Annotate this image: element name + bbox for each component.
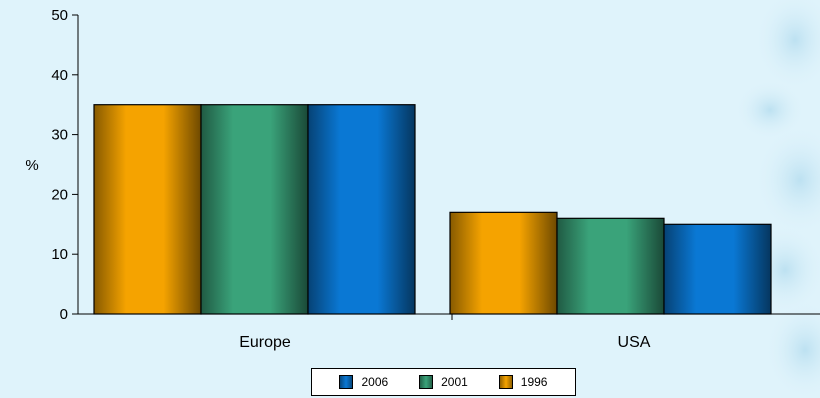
y-tick-label: 30 — [51, 127, 68, 144]
bar-europe-1996 — [93, 104, 202, 315]
legend-swatch — [498, 375, 513, 389]
x-category-label: USA — [618, 334, 651, 351]
y-tick-label: 10 — [51, 246, 68, 263]
y-tick-label: 0 — [60, 306, 68, 323]
legend-swatch — [339, 375, 354, 389]
legend-item-2006: 2006 — [339, 375, 388, 389]
legend-label: 2006 — [361, 375, 389, 389]
legend-swatch — [419, 375, 434, 389]
bar-europe-2006 — [307, 104, 416, 315]
bar-usa-2006 — [663, 223, 772, 315]
bar-usa-1996 — [449, 211, 558, 315]
axes-group: 0 10 20 30 40 50 Europe USA% — [25, 7, 820, 351]
legend-label: 2001 — [441, 375, 468, 389]
y-tick-label: 50 — [51, 7, 68, 24]
bar-europe-2001 — [200, 104, 309, 315]
legend-item-1996: 1996 — [498, 375, 548, 389]
bar-usa-2001 — [556, 217, 665, 315]
chart-legend: 2006 2001 1996 — [311, 368, 576, 396]
legend-item-2001: 2001 — [419, 375, 468, 389]
legend-label: 1996 — [520, 375, 548, 389]
y-tick-label: 20 — [51, 186, 68, 203]
bars-group — [93, 104, 772, 315]
y-tick-label: 40 — [51, 67, 68, 84]
x-category-label: Europe — [239, 334, 291, 351]
y-axis-label: % — [25, 157, 38, 174]
